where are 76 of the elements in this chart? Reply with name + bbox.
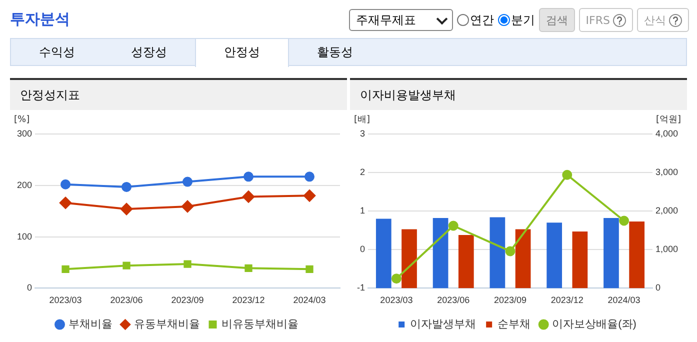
point xyxy=(448,220,458,231)
legend-label: 유동부채비율 xyxy=(134,318,200,331)
x-tick-label: 2023/09 xyxy=(494,295,527,306)
y-tick-label: 1 xyxy=(360,206,365,216)
point xyxy=(182,176,193,187)
y-tick-label: 0 xyxy=(27,282,32,293)
y-axis-title: [%] xyxy=(14,114,30,125)
bar xyxy=(458,235,474,288)
chart-title: 이자비용발생부채 xyxy=(350,80,687,110)
x-tick-label: 2024/03 xyxy=(293,295,326,306)
y2-tick-label: 0 xyxy=(655,282,660,293)
y-tick-label: 200 xyxy=(16,180,32,190)
point xyxy=(619,216,630,226)
x-tick-label: 2023/06 xyxy=(110,295,143,306)
point xyxy=(182,200,194,212)
point xyxy=(306,265,314,274)
point xyxy=(60,196,72,209)
text: 성장성 xyxy=(130,44,168,61)
text: 활동성 xyxy=(316,44,354,61)
bar xyxy=(629,222,645,288)
y2-tick-label: 4,000 xyxy=(655,128,678,138)
bar xyxy=(604,218,619,288)
point xyxy=(562,170,572,180)
point xyxy=(244,172,254,182)
point xyxy=(122,182,132,192)
x-tick-label: 2023/06 xyxy=(437,295,470,306)
chart-title: 안정성지표 xyxy=(10,80,347,110)
dropdown[interactable]: 주재무제표 xyxy=(348,9,453,31)
y2-tick-label: 2,000 xyxy=(655,206,678,216)
point xyxy=(242,190,255,203)
point xyxy=(304,190,316,202)
y2-tick-label: 1,000 xyxy=(655,244,678,254)
point xyxy=(120,203,133,216)
point xyxy=(62,265,70,274)
y-tick-label: -1 xyxy=(356,282,365,293)
bar xyxy=(432,218,448,288)
text: 안정성 xyxy=(195,38,289,67)
point xyxy=(184,260,192,268)
legend-label: 이자보상배율(좌) xyxy=(552,318,636,331)
point xyxy=(391,274,402,284)
y-tick-label: 100 xyxy=(16,231,32,242)
legend-label: 부채비율 xyxy=(68,318,112,331)
point xyxy=(505,246,516,256)
point xyxy=(304,172,314,182)
bar xyxy=(515,229,531,288)
y-tick-label: 3 xyxy=(360,128,365,138)
legend-label: 이자발생부채 xyxy=(410,318,476,331)
bar xyxy=(546,222,562,288)
legend-label: 비유동부채비율 xyxy=(221,318,298,331)
y-axis-title: [배] xyxy=(354,114,370,125)
text: 분기 xyxy=(510,12,535,28)
x-tick-label: 2023/12 xyxy=(232,295,265,306)
bar xyxy=(402,229,417,288)
bar xyxy=(572,232,588,288)
y-tick-label: 0 xyxy=(360,244,365,254)
y2-tick-label: 3,000 xyxy=(655,167,678,178)
x-tick-label: 2023/09 xyxy=(171,295,204,306)
text: 연간 xyxy=(470,12,494,28)
bar xyxy=(490,217,506,288)
text: 수익성 xyxy=(38,44,76,61)
x-tick-label: 2023/12 xyxy=(550,295,584,306)
point xyxy=(60,179,71,190)
y2-axis-title: [억원] xyxy=(656,114,681,125)
formula-button[interactable]: 산식 xyxy=(637,8,689,32)
ifrs-button[interactable]: IFRS xyxy=(578,8,633,32)
y-tick-label: 300 xyxy=(16,128,32,138)
legend-label: 순부채 xyxy=(498,318,531,331)
point xyxy=(122,262,130,270)
bar xyxy=(376,218,392,288)
text: 투자분석 xyxy=(10,10,70,29)
y-tick-label: 2 xyxy=(360,167,365,178)
x-tick-label: 2023/03 xyxy=(380,295,413,306)
x-tick-label: 2023/03 xyxy=(49,295,82,306)
point xyxy=(244,264,252,272)
search-button[interactable]: 검색 xyxy=(538,8,575,32)
x-tick-label: 2024/03 xyxy=(608,295,640,306)
